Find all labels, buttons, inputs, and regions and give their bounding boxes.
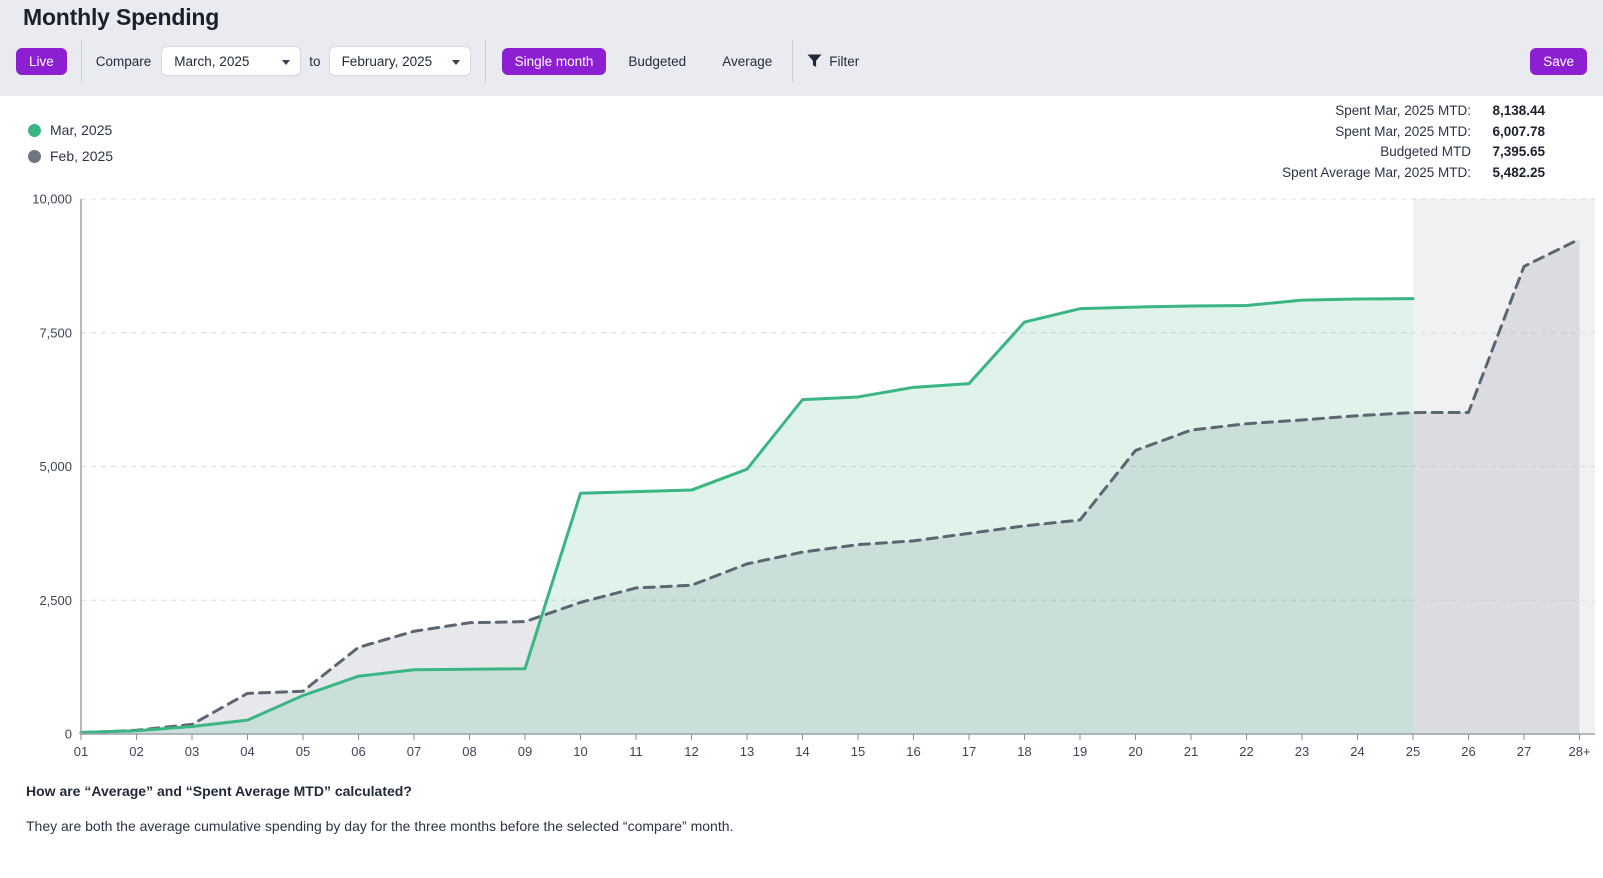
stat-value: 7,395.65 (1481, 144, 1545, 159)
x-axis-label: 28+ (1568, 744, 1590, 759)
summary-stats: Spent Mar, 2025 MTD: 8,138.44 Spent Mar,… (1282, 103, 1545, 185)
chart-plot-area: 0 2,500 5,000 7,500 10,000 01 02 03 04 05 06 07 08 09… (0, 185, 1603, 770)
x-axis-label: 08 (462, 744, 476, 759)
legend-item-feb-2025[interactable]: Feb, 2025 (28, 143, 113, 169)
legend-item-mar-2025[interactable]: Mar, 2025 (28, 117, 113, 143)
x-axis-label: 21 (1184, 744, 1198, 759)
stat-label: Budgeted MTD (1380, 144, 1471, 159)
budgeted-toggle-button[interactable]: Budgeted (622, 48, 692, 75)
legend-label: Mar, 2025 (50, 122, 112, 138)
compare-to-select[interactable]: February, 2025 (329, 46, 471, 76)
legend-dot-gray (28, 150, 41, 163)
x-axis-label: 09 (518, 744, 532, 759)
x-axis-label: 12 (684, 744, 698, 759)
series-area-Mar, 2025 (81, 299, 1413, 734)
compare-to-value: February, 2025 (342, 54, 433, 69)
x-axis-label: 02 (129, 744, 143, 759)
footnote: How are “Average” and “Spent Average MTD… (26, 783, 733, 834)
monthly-spending-page: Monthly Spending Live Compare March, 202… (0, 0, 1603, 878)
compare-label: Compare (96, 54, 152, 69)
x-axis-label: 11 (629, 744, 643, 759)
stat-value: 5,482.25 (1481, 165, 1545, 180)
y-axis-label: 2,500 (39, 593, 72, 608)
x-axis-label: 17 (962, 744, 976, 759)
x-axis-label: 10 (573, 744, 587, 759)
x-axis-label: 07 (407, 744, 421, 759)
average-toggle-button[interactable]: Average (716, 48, 778, 75)
x-axis-label: 26 (1461, 744, 1475, 759)
filter-label: Filter (829, 54, 859, 69)
x-axis-label: 13 (740, 744, 754, 759)
y-axis-label: 10,000 (32, 192, 72, 207)
chevron-down-icon (282, 60, 290, 65)
x-axis-label: 04 (240, 744, 254, 759)
x-axis-label: 20 (1128, 744, 1142, 759)
x-axis-label: 03 (185, 744, 199, 759)
x-axis-label: 27 (1517, 744, 1531, 759)
stat-spent-mtd: Spent Mar, 2025 MTD: 8,138.44 (1282, 103, 1545, 124)
header-band: Monthly Spending Live Compare March, 202… (0, 0, 1603, 96)
stat-spent-average-mtd: Spent Average Mar, 2025 MTD: 5,482.25 (1282, 165, 1545, 186)
x-axis-label: 25 (1406, 744, 1420, 759)
x-axis-label: 01 (74, 744, 88, 759)
stat-value: 6,007.78 (1481, 124, 1545, 139)
live-button[interactable]: Live (16, 48, 67, 75)
y-axis-label: 5,000 (39, 459, 72, 474)
stat-compare-spent-mtd: Spent Mar, 2025 MTD: 6,007.78 (1282, 124, 1545, 145)
legend-label: Feb, 2025 (50, 148, 113, 164)
save-button[interactable]: Save (1530, 48, 1587, 75)
single-month-button[interactable]: Single month (502, 48, 607, 75)
x-axis-label: 06 (351, 744, 365, 759)
footnote-answer: They are both the average cumulative spe… (26, 818, 733, 834)
spending-chart: 0 2,500 5,000 7,500 10,000 01 02 03 04 05 06 07 08 09… (0, 185, 1603, 770)
chart-legend: Mar, 2025 Feb, 2025 (28, 117, 113, 169)
x-axis-label: 15 (851, 744, 865, 759)
compare-from-select[interactable]: March, 2025 (161, 46, 301, 76)
x-axis-label: 23 (1295, 744, 1309, 759)
x-axis-label: 19 (1073, 744, 1087, 759)
y-axis-label: 7,500 (39, 325, 72, 340)
legend-dot-green (28, 124, 41, 137)
x-axis-label: 18 (1017, 744, 1031, 759)
filter-button[interactable]: Filter (807, 54, 859, 69)
stat-budgeted-mtd: Budgeted MTD 7,395.65 (1282, 144, 1545, 165)
compare-from-value: March, 2025 (174, 54, 249, 69)
x-axis-label: 22 (1239, 744, 1253, 759)
to-label: to (309, 54, 320, 69)
x-axis-label: 16 (906, 744, 920, 759)
stat-label: Spent Mar, 2025 MTD: (1335, 103, 1471, 118)
stat-label: Spent Average Mar, 2025 MTD: (1282, 165, 1471, 180)
toolbar-divider (81, 40, 82, 82)
toolbar-divider (792, 40, 793, 82)
page-title: Monthly Spending (23, 4, 219, 31)
chevron-down-icon (452, 60, 460, 65)
stat-label: Spent Mar, 2025 MTD: (1335, 124, 1471, 139)
x-axis-label: 14 (795, 744, 809, 759)
x-axis-label: 24 (1350, 744, 1364, 759)
footnote-question: How are “Average” and “Spent Average MTD… (26, 783, 733, 799)
y-axis-label: 0 (65, 727, 72, 742)
chart-section: Mar, 2025 Feb, 2025 Spent Mar, 2025 MTD:… (0, 96, 1603, 771)
x-axis-label: 05 (296, 744, 310, 759)
filter-funnel-icon (807, 54, 822, 68)
toolbar-divider (485, 40, 486, 82)
stat-value: 8,138.44 (1481, 103, 1545, 118)
toolbar: Live Compare March, 2025 to February, 20… (0, 42, 1603, 80)
